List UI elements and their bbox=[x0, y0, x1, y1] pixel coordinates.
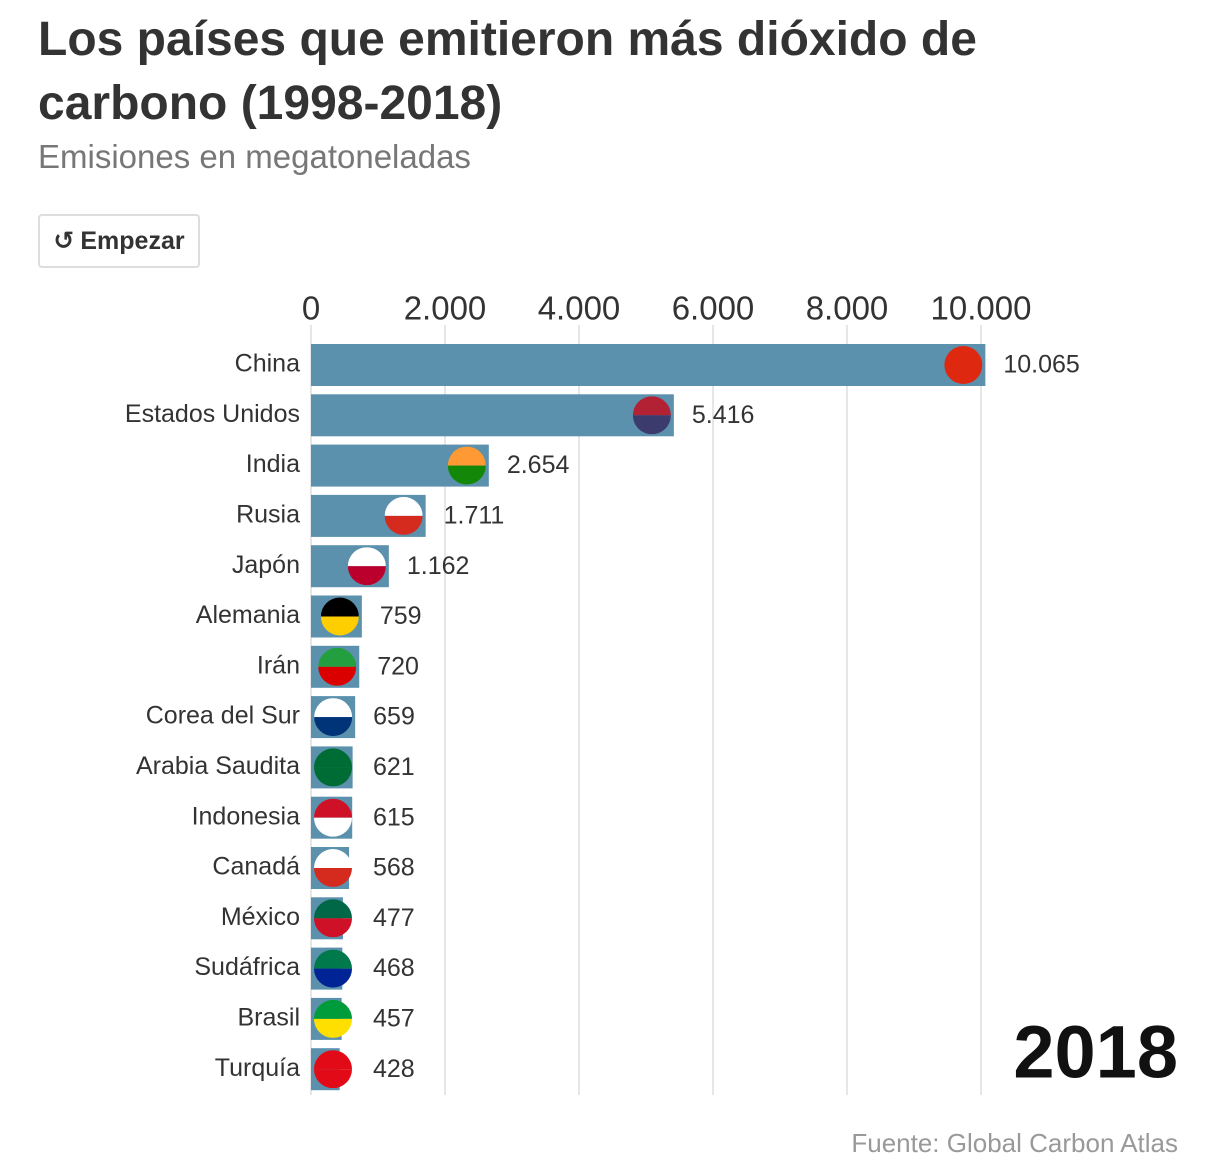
value-label: 10.065 bbox=[1003, 351, 1079, 379]
value-label: 5.416 bbox=[692, 401, 755, 429]
flag-bottom bbox=[314, 717, 353, 737]
x-tick-label: 4.000 bbox=[538, 290, 621, 327]
value-label: 428 bbox=[373, 1055, 415, 1083]
value-label: 659 bbox=[373, 703, 415, 731]
value-label: 2.654 bbox=[507, 451, 570, 479]
category-label: India bbox=[246, 450, 300, 478]
value-label: 759 bbox=[380, 602, 422, 630]
category-label: Brasil bbox=[237, 1004, 300, 1032]
chart-subtitle: Emisiones en megatoneladas bbox=[38, 138, 471, 175]
bar bbox=[311, 394, 674, 437]
value-label: 457 bbox=[373, 1005, 415, 1033]
flag-top bbox=[320, 597, 359, 617]
flag-top bbox=[314, 798, 352, 818]
value-label: 568 bbox=[373, 854, 415, 882]
flag-top bbox=[944, 346, 983, 365]
flag-bottom bbox=[384, 515, 423, 535]
flag-bottom bbox=[632, 415, 671, 435]
category-label: Rusia bbox=[236, 501, 300, 529]
flag-top bbox=[384, 496, 423, 516]
category-label: Irán bbox=[257, 651, 300, 679]
flag-bottom bbox=[320, 616, 359, 636]
x-tick-label: 8.000 bbox=[806, 290, 889, 327]
flag-top bbox=[314, 899, 352, 919]
x-tick-label: 10.000 bbox=[931, 290, 1032, 327]
value-label: 621 bbox=[373, 753, 415, 781]
flag-bottom bbox=[318, 666, 357, 686]
flag-top bbox=[314, 849, 352, 868]
flag-bottom bbox=[314, 868, 352, 887]
flag-bottom bbox=[314, 817, 352, 837]
category-label: Japón bbox=[232, 551, 300, 579]
category-label: Estados Unidos bbox=[125, 400, 300, 428]
x-tick-label: 0 bbox=[302, 290, 320, 327]
flag-top bbox=[314, 949, 352, 969]
year-label: 2018 bbox=[1013, 1011, 1178, 1094]
x-tick-label: 2.000 bbox=[404, 290, 487, 327]
category-label: China bbox=[235, 350, 300, 378]
flag-bottom bbox=[447, 465, 486, 485]
value-label: 1.711 bbox=[444, 502, 505, 530]
flag-top bbox=[318, 647, 357, 667]
replay-icon: ↺ bbox=[53, 227, 75, 255]
flag-bottom bbox=[944, 365, 983, 384]
flag-top bbox=[314, 698, 353, 718]
flag-bottom bbox=[314, 968, 352, 988]
flag-top bbox=[447, 446, 486, 466]
value-label: 1.162 bbox=[407, 552, 470, 580]
flag-top bbox=[314, 748, 352, 768]
value-label: 468 bbox=[373, 954, 415, 982]
start-button[interactable]: ↺ Empezar bbox=[38, 214, 200, 268]
chart-title: Los países que emitieron más dióxido de … bbox=[38, 13, 977, 130]
value-label: 615 bbox=[373, 803, 415, 831]
flag-bottom bbox=[347, 566, 386, 586]
source: Fuente: Global Carbon Atlas bbox=[851, 1128, 1178, 1158]
value-label: 720 bbox=[377, 652, 419, 680]
flag-bottom bbox=[314, 1069, 352, 1089]
button-label: Empezar bbox=[80, 226, 185, 255]
flag-top bbox=[314, 999, 352, 1019]
flag-top bbox=[632, 396, 671, 416]
bar bbox=[311, 344, 986, 386]
value-label: 477 bbox=[373, 904, 415, 932]
category-label: Arabia Saudita bbox=[136, 752, 300, 780]
flag-top bbox=[347, 547, 386, 567]
category-label: Indonesia bbox=[192, 802, 301, 830]
category-label: Canadá bbox=[212, 853, 300, 881]
flag-top bbox=[314, 1050, 352, 1070]
flag-bottom bbox=[314, 767, 352, 787]
flag-bottom bbox=[314, 1018, 352, 1038]
flag-bottom bbox=[314, 918, 352, 938]
x-tick-label: 6.000 bbox=[672, 290, 755, 327]
category-label: Turquía bbox=[215, 1054, 300, 1082]
category-label: Alemania bbox=[196, 601, 300, 629]
category-label: Sudáfrica bbox=[194, 953, 300, 981]
category-label: México bbox=[221, 903, 300, 931]
category-label: Corea del Sur bbox=[146, 702, 300, 730]
